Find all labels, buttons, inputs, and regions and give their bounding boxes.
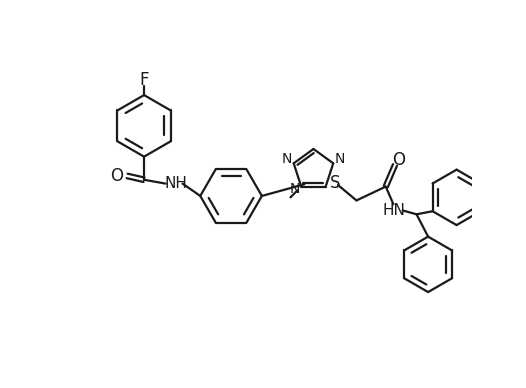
Text: F: F [139, 71, 149, 89]
Text: NH: NH [165, 176, 188, 191]
Text: O: O [110, 167, 124, 185]
Text: S: S [330, 174, 340, 192]
Text: O: O [392, 151, 406, 169]
Text: N: N [335, 152, 346, 166]
Text: N: N [289, 182, 299, 196]
Text: HN: HN [382, 203, 405, 218]
Text: N: N [281, 152, 292, 166]
